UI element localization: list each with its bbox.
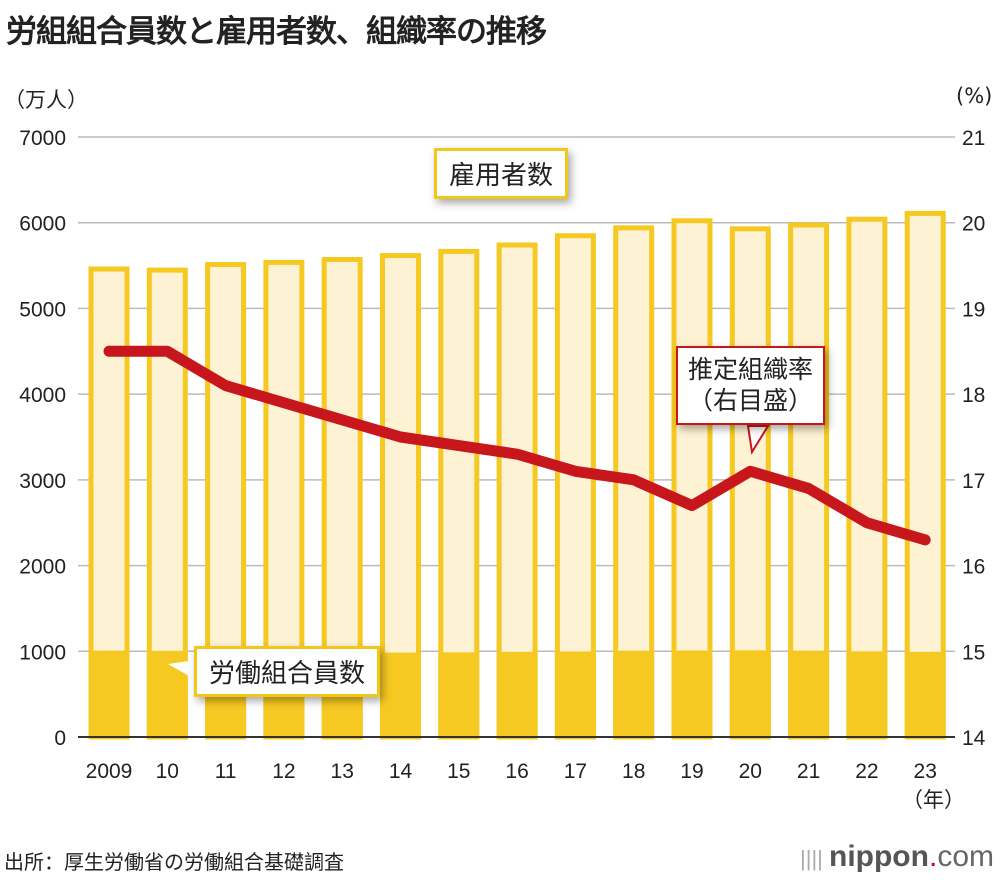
x-tick-label: 12 (272, 760, 295, 783)
legend-union-members: 労働組合員数 (194, 646, 381, 697)
rate-point (103, 345, 115, 357)
legend-rate-callout: 推定組織率 （右目盛） (676, 346, 826, 425)
bar-union-members (88, 650, 130, 737)
line-rate (109, 345, 927, 546)
right-tick-label: 21 (962, 127, 985, 150)
x-tick-label: 21 (797, 760, 820, 783)
right-tick-label: 19 (962, 298, 985, 321)
bar-union-members (380, 652, 421, 737)
right-tick-label: 14 (962, 727, 986, 750)
x-tick-label: 14 (389, 760, 413, 783)
left-tick-label: 2000 (19, 556, 66, 579)
chart-title: 労組組合員数と雇用者数、組織率の推移 (6, 14, 547, 50)
bar-employees (846, 216, 888, 740)
bar-union-members (496, 651, 538, 737)
left-tick-label: 5000 (19, 298, 66, 321)
x-tick-label: 2009 (86, 760, 133, 783)
x-tick-label: 11 (215, 760, 237, 783)
bar-union-members (846, 651, 888, 737)
right-tick-label: 15 (962, 641, 985, 664)
rate-label-line2: （右目盛） (688, 386, 814, 416)
right-tick-label: 17 (962, 470, 985, 493)
right-tick-label: 16 (962, 556, 985, 579)
bar-union-members (438, 652, 480, 737)
x-axis-unit: （年） (902, 788, 965, 812)
x-tick-label: 13 (331, 760, 354, 783)
source-note: 出所：厚生労働省の労働組合基礎調査 (4, 850, 344, 874)
bar-employees (904, 210, 946, 740)
x-tick-label: 16 (505, 760, 528, 783)
legend-pointer (168, 660, 196, 680)
left-tick-label: 3000 (19, 470, 66, 493)
right-tick-label: 18 (962, 384, 985, 407)
bar-union-members (904, 651, 946, 737)
left-tick-label: 0 (54, 727, 66, 750)
x-tick-label: 17 (564, 760, 587, 783)
bar-union-members (671, 650, 713, 737)
callout-pointer (746, 425, 770, 455)
x-tick-label: 23 (914, 760, 937, 783)
x-tick-label: 22 (855, 760, 878, 783)
bar-union-members (729, 650, 771, 737)
left-tick-label: 1000 (19, 641, 66, 664)
legend-employees: 雇用者数 (434, 148, 569, 199)
x-tick-label: 19 (680, 760, 703, 783)
x-tick-label: 15 (447, 760, 470, 783)
x-tick-label: 10 (156, 760, 179, 783)
left-axis-unit: （万人） (4, 88, 88, 112)
nippon-logo: |||| nippon.com (800, 840, 994, 873)
right-tick-label: 20 (962, 213, 985, 236)
left-tick-label: 7000 (19, 127, 66, 150)
right-axis-unit: (%) (956, 84, 993, 108)
left-tick-label: 4000 (19, 384, 66, 407)
rate-label-line1: 推定組織率 (688, 355, 814, 384)
bar-union-members (613, 650, 655, 737)
bar-union-members (554, 651, 596, 737)
rate-point (919, 534, 931, 546)
x-tick-label: 20 (739, 760, 762, 783)
x-tick-label: 18 (622, 760, 645, 783)
bar-union-members (788, 650, 830, 737)
left-tick-label: 6000 (19, 213, 66, 236)
